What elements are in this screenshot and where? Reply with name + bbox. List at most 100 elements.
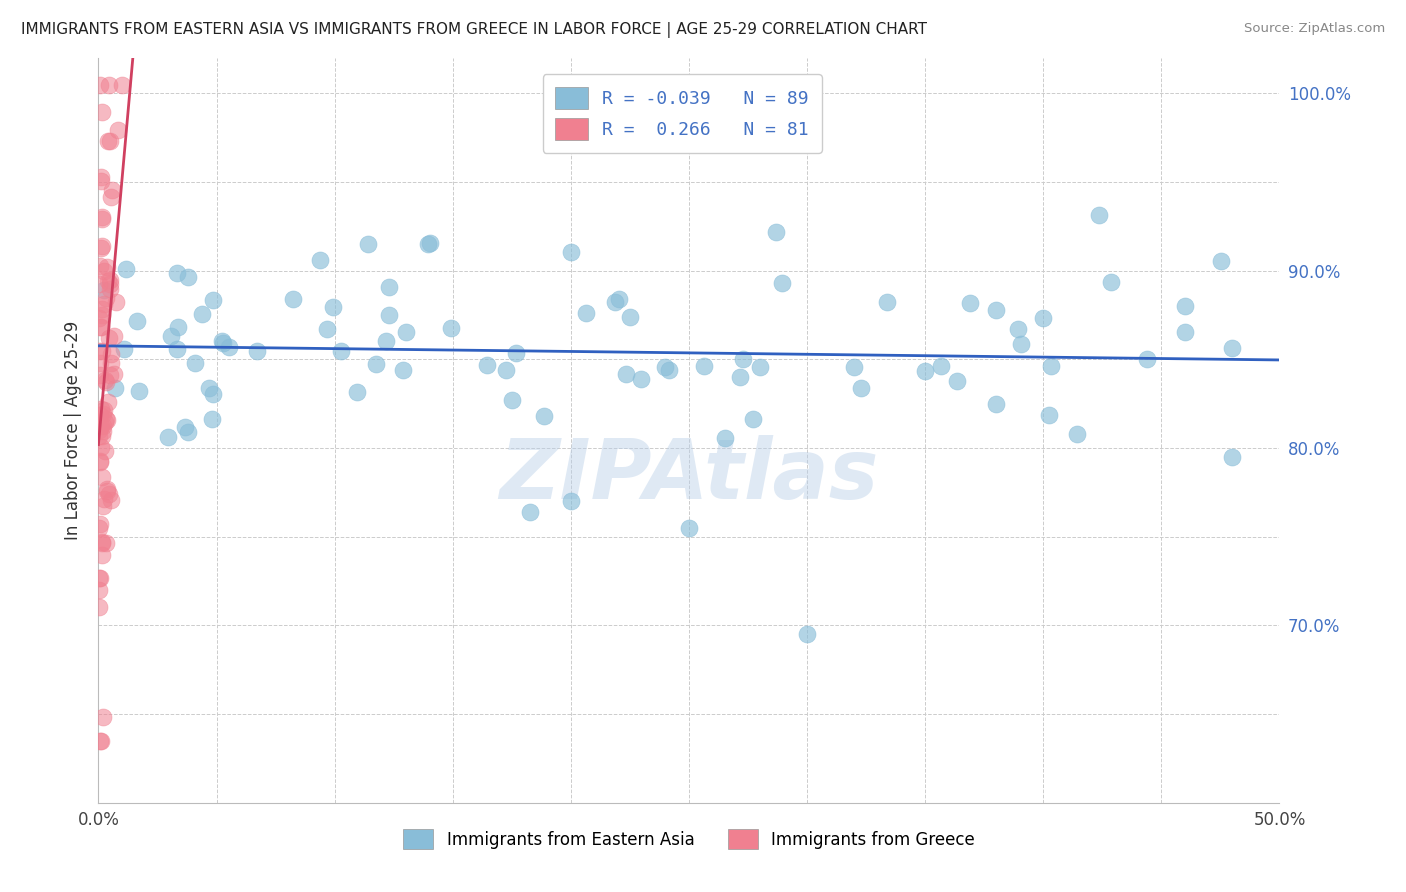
Point xyxy=(283,292,305,306)
Point xyxy=(678,521,700,535)
Point xyxy=(89,454,111,468)
Point xyxy=(984,302,1007,317)
Point xyxy=(607,292,630,306)
Point xyxy=(91,499,114,513)
Point xyxy=(91,211,114,226)
Point xyxy=(90,170,112,185)
Point xyxy=(166,319,188,334)
Point xyxy=(1174,299,1197,313)
Point xyxy=(90,733,112,747)
Text: IMMIGRANTS FROM EASTERN ASIA VS IMMIGRANTS FROM GREECE IN LABOR FORCE | AGE 25-2: IMMIGRANTS FROM EASTERN ASIA VS IMMIGRAN… xyxy=(21,22,927,38)
Point xyxy=(505,346,527,360)
Point xyxy=(322,300,344,314)
Point xyxy=(614,367,637,381)
Point xyxy=(201,293,224,308)
Point xyxy=(105,295,128,310)
Point xyxy=(90,343,112,358)
Point xyxy=(112,343,135,357)
Point xyxy=(416,236,439,251)
Point xyxy=(796,627,818,641)
Point xyxy=(100,356,122,370)
Point xyxy=(89,419,111,434)
Point xyxy=(728,370,751,384)
Point xyxy=(211,334,233,348)
Point xyxy=(91,104,114,119)
Point xyxy=(89,571,111,585)
Point xyxy=(90,241,112,255)
Point xyxy=(212,335,235,350)
Point xyxy=(89,454,111,468)
Point xyxy=(87,521,110,535)
Point xyxy=(184,355,207,369)
Point xyxy=(91,429,114,443)
Point xyxy=(440,321,463,335)
Point xyxy=(93,283,115,297)
Point xyxy=(1220,341,1243,355)
Point xyxy=(96,291,118,305)
Point xyxy=(107,123,129,137)
Point xyxy=(111,78,134,92)
Y-axis label: In Labor Force | Age 25-29: In Labor Force | Age 25-29 xyxy=(65,321,83,540)
Point xyxy=(929,359,952,374)
Point xyxy=(316,321,339,335)
Point xyxy=(197,381,219,395)
Point xyxy=(89,174,111,188)
Point xyxy=(174,419,197,434)
Point xyxy=(89,733,111,747)
Point xyxy=(849,381,872,395)
Point xyxy=(94,415,117,429)
Point xyxy=(89,429,111,443)
Point xyxy=(100,492,122,507)
Point xyxy=(1038,408,1060,422)
Point xyxy=(166,266,188,280)
Point xyxy=(1220,450,1243,464)
Point xyxy=(115,262,138,277)
Point xyxy=(98,331,121,345)
Point xyxy=(91,710,114,724)
Point xyxy=(96,412,118,426)
Point xyxy=(1007,322,1029,336)
Point xyxy=(94,443,117,458)
Point xyxy=(89,277,111,292)
Point xyxy=(1088,208,1111,222)
Point xyxy=(1099,275,1122,289)
Point xyxy=(89,78,111,92)
Point xyxy=(93,492,115,507)
Point xyxy=(1032,311,1054,326)
Point xyxy=(94,373,117,387)
Point xyxy=(100,183,122,197)
Point xyxy=(630,372,652,386)
Point xyxy=(96,484,118,499)
Point xyxy=(560,244,582,259)
Point xyxy=(94,375,117,389)
Point xyxy=(914,364,936,378)
Point xyxy=(765,225,787,239)
Point xyxy=(97,274,120,288)
Point xyxy=(357,237,380,252)
Point xyxy=(87,343,110,358)
Point xyxy=(89,368,111,383)
Point xyxy=(90,440,112,454)
Point xyxy=(654,360,676,375)
Point xyxy=(309,253,332,268)
Point xyxy=(742,411,765,425)
Point xyxy=(98,134,121,148)
Point xyxy=(90,535,112,549)
Point xyxy=(419,235,441,250)
Point xyxy=(533,409,555,423)
Point xyxy=(96,413,118,427)
Point xyxy=(100,190,122,204)
Point xyxy=(97,134,120,148)
Point xyxy=(495,363,517,377)
Point xyxy=(89,571,111,585)
Point xyxy=(100,347,122,361)
Point xyxy=(844,360,866,375)
Point xyxy=(89,259,111,273)
Point xyxy=(501,392,523,407)
Point xyxy=(246,344,269,359)
Point xyxy=(166,342,188,356)
Point xyxy=(731,352,754,367)
Point xyxy=(346,385,368,400)
Point xyxy=(177,425,200,440)
Point xyxy=(90,319,112,334)
